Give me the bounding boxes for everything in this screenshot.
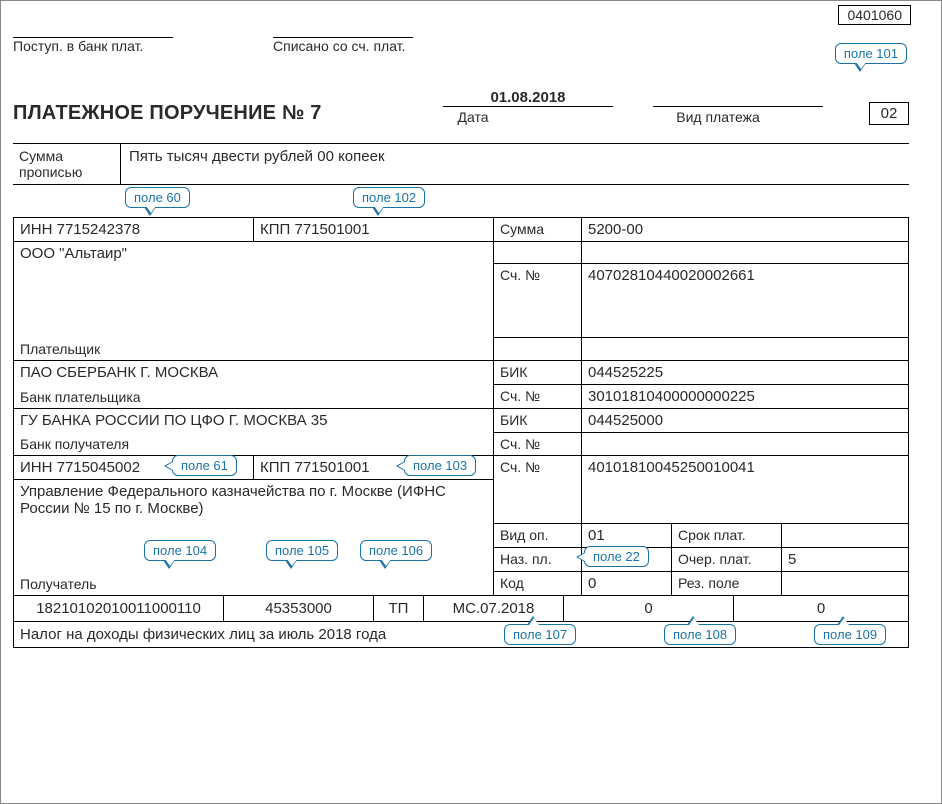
payee-bank-acc (582, 432, 909, 455)
payer-bank-name: ПАО СБЕРБАНК Г. МОСКВА (14, 360, 494, 384)
callout-108: поле 108 (664, 624, 736, 645)
field-108: 0 (564, 595, 734, 621)
form-code: 0401060 (838, 5, 911, 25)
callout-102: поле 102 (353, 187, 425, 208)
kod: 0 (582, 571, 672, 595)
vid-op-label: Вид оп. (494, 523, 582, 547)
stub-received-label: Поступ. в банк плат. (13, 38, 143, 54)
payer-bank-bik-label: БИК (494, 360, 582, 384)
callout-105: поле 105 (266, 540, 338, 561)
callout-103: поле 103 (404, 455, 476, 476)
field-105: 45353000 (224, 595, 374, 621)
sum-label: Сумма (494, 218, 582, 242)
sum-words-row: Сумма прописью Пять тысяч двести рублей … (13, 143, 909, 185)
srok (782, 523, 909, 547)
ocher: 5 (782, 547, 909, 571)
callout-22-text: поле 22 (593, 549, 640, 564)
payer-acc: 40702810440020002661 (582, 263, 909, 337)
payee-bank-caption: Банк получателя (14, 432, 494, 455)
payer-bank-acc-label: Сч. № (494, 384, 582, 408)
callout-61: поле 61 (172, 455, 237, 476)
callout-61-text: поле 61 (181, 458, 228, 473)
callout-101-text: поле 101 (844, 46, 898, 61)
vid-label: Вид платежа (613, 109, 823, 125)
callout-22: поле 22 (584, 546, 649, 567)
callout-109: поле 109 (814, 624, 886, 645)
field-104: 18210102010011000110 (14, 595, 224, 621)
payer-inn-label: ИНН (20, 221, 52, 238)
callout-107-text: поле 107 (513, 627, 567, 642)
ocher-label: Очер. плат. (672, 547, 782, 571)
payer-bank-caption: Банк плательщика (14, 384, 494, 408)
callout-103-text: поле 103 (413, 458, 467, 473)
callout-106: поле 106 (360, 540, 432, 561)
payer-name: ООО "Альтаир" (14, 242, 494, 338)
payee-inn-cell: ИНН 7715045002 поле 61 (14, 455, 254, 479)
payer-kpp-cell: КПП 771501001 (254, 218, 494, 242)
callout-107: поле 107 (504, 624, 576, 645)
callout-105-text: поле 105 (275, 543, 329, 558)
field-107: МС.07.2018 (424, 595, 564, 621)
field-109: 0 (734, 595, 909, 621)
payee-inn: 7715045002 (57, 459, 140, 476)
payee-kpp-label: КПП (260, 459, 290, 476)
stub-debited-label: Списано со сч. плат. (273, 38, 405, 54)
op-grid: Получатель поле 104 поле 105 поле 106 Ви… (13, 523, 909, 596)
callout-109-text: поле 109 (823, 627, 877, 642)
payee-acc-label: Сч. № (494, 455, 582, 523)
payee-inn-label: ИНН (20, 459, 52, 476)
callout-104-text: поле 104 (153, 543, 207, 558)
payer-kpp: 771501001 (294, 221, 369, 238)
callout-106-text: поле 106 (369, 543, 423, 558)
callout-102-text: поле 102 (362, 190, 416, 205)
purpose-text: Налог на доходы физических лиц за июль 2… (20, 626, 386, 643)
payee-bank-bik: 044525000 (582, 408, 909, 432)
title-row: ПЛАТЕЖНОЕ ПОРУЧЕНИЕ № 7 01.08.2018 Дата … (13, 88, 909, 125)
main-grid: ИНН 7715242378 КПП 771501001 Сумма 5200-… (13, 217, 909, 524)
vid-value (653, 88, 823, 107)
sum-words-value: Пять тысяч двести рублей 00 копеек (121, 144, 909, 184)
vid-op: 01 (582, 523, 672, 547)
callout-101: поле 101 (835, 43, 907, 64)
stub-debited: Списано со сч. плат. (273, 37, 413, 54)
sum-words-label: Сумма прописью (13, 144, 121, 184)
naz: поле 22 (582, 547, 672, 571)
callout-60-text: поле 60 (134, 190, 181, 205)
rez (782, 571, 909, 595)
payer-kpp-label: КПП (260, 221, 290, 238)
document-title: ПЛАТЕЖНОЕ ПОРУЧЕНИЕ № 7 (13, 102, 322, 125)
payment-order-page: 0401060 Поступ. в банк плат. Списано со … (1, 1, 921, 668)
sum-value: 5200-00 (582, 218, 909, 242)
payer-caption: Плательщик (14, 338, 494, 361)
payee-kpp: 771501001 (294, 459, 369, 476)
scroll-viewport[interactable]: 0401060 Поступ. в банк плат. Списано со … (0, 0, 942, 804)
callout-104: поле 104 (144, 540, 216, 561)
payee-name: Управление Федерального казначейства по … (14, 479, 494, 523)
naz-label: Наз. пл. (494, 547, 582, 571)
date-value: 01.08.2018 (443, 89, 613, 107)
payee-bank-acc-label: Сч. № (494, 432, 582, 455)
rez-label: Рез. поле (672, 571, 782, 595)
payer-bank-bik: 044525225 (582, 360, 909, 384)
payer-inn-cell: ИНН 7715242378 (14, 218, 254, 242)
payer-inn: 7715242378 (57, 221, 140, 238)
payee-bank-name: ГУ БАНКА РОССИИ ПО ЦФО Г. МОСКВА 35 (14, 408, 494, 432)
payee-bank-bik-label: БИК (494, 408, 582, 432)
callout-60: поле 60 (125, 187, 190, 208)
header-stubs: Поступ. в банк плат. Списано со сч. плат… (13, 37, 909, 54)
field-106: ТП (374, 595, 424, 621)
field-101: 02 (869, 102, 909, 125)
callout-108-text: поле 108 (673, 627, 727, 642)
payee-kpp-cell: КПП 771501001 поле 103 (254, 455, 494, 479)
payee-caption: Получатель поле 104 поле 105 поле 106 (14, 523, 494, 595)
payer-bank-acc: 30101810400000000225 (582, 384, 909, 408)
stub-received: Поступ. в банк плат. (13, 37, 173, 54)
date-label: Дата (333, 109, 613, 125)
payer-acc-label: Сч. № (494, 263, 582, 337)
kod-label: Код (494, 571, 582, 595)
srok-label: Срок плат. (672, 523, 782, 547)
payee-acc: 40101810045250010041 (582, 455, 909, 523)
purpose: Налог на доходы физических лиц за июль 2… (13, 622, 909, 648)
kbk-row: 18210102010011000110 45353000 ТП МС.07.2… (13, 595, 909, 622)
